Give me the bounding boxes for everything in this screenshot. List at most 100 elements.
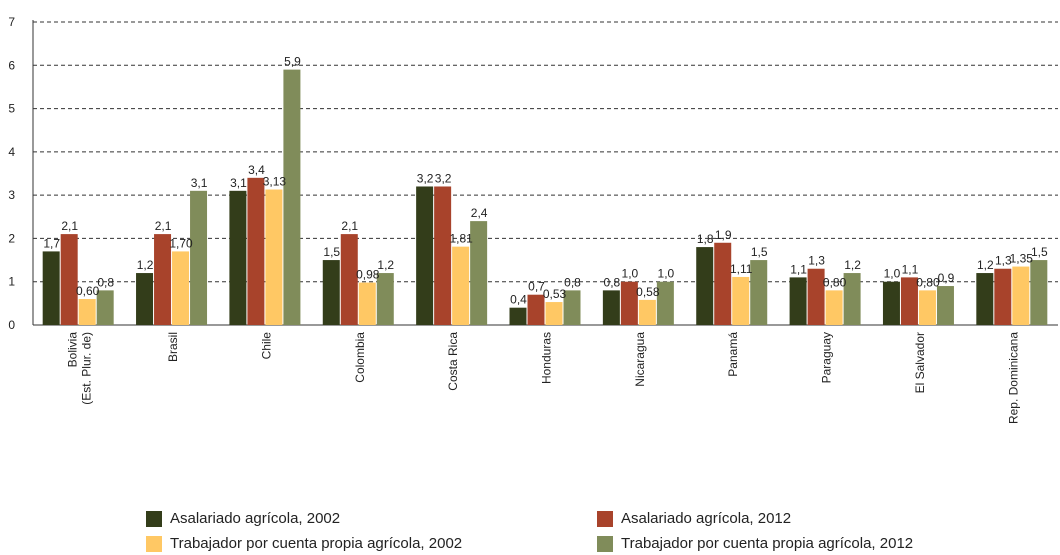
legend-label: Asalariado agrícola, 2002: [170, 510, 341, 527]
bar: [322, 260, 340, 325]
data-label: 1,11: [730, 262, 753, 276]
bar: [470, 221, 488, 325]
data-label: 1,8: [697, 232, 714, 246]
bar: [789, 277, 807, 325]
bar: [732, 276, 750, 325]
bar: [1012, 266, 1030, 325]
x-tick-label: Paraguay: [820, 332, 834, 383]
bar: [620, 281, 638, 325]
data-label: 0,98: [356, 268, 380, 282]
bar: [376, 273, 394, 325]
legend-label: Trabajador por cuenta propia agrícola, 2…: [621, 535, 914, 552]
y-tick-label: 3: [8, 188, 15, 202]
bar: [936, 286, 954, 325]
y-tick-label: 2: [8, 231, 15, 245]
data-label: 1,81: [449, 232, 473, 246]
data-label: 1,2: [844, 258, 861, 272]
bar: [563, 290, 581, 325]
data-label: 3,4: [248, 163, 265, 177]
legend-label: Trabajador por cuenta propia agrícola, 2…: [170, 535, 463, 552]
y-tick-label: 6: [8, 58, 15, 72]
bar: [283, 69, 301, 325]
data-label: 5,9: [284, 55, 301, 69]
legend-item-series-4: Trabajador por cuenta propia agrícola, 2…: [597, 535, 913, 552]
data-label: 1,2: [377, 258, 394, 272]
data-labels: 1,72,10,600,81,22,11,703,1 3,13,43,135,91…: [43, 55, 1048, 307]
bar: [190, 190, 208, 325]
data-label: 1,3: [808, 254, 825, 268]
data-label: 0,60: [76, 284, 100, 298]
data-label: 0,4: [510, 293, 527, 307]
data-label: 1,0: [658, 267, 675, 281]
bar: [78, 299, 96, 325]
y-tick-label: 0: [8, 318, 15, 332]
legend: Asalariado agrícola, 2002 Asalariado agr…: [0, 505, 1060, 555]
x-tick-label: Rep. Dominicana: [1006, 332, 1020, 424]
x-tick-label: Colombia: [353, 332, 367, 383]
legend-item-series-2: Asalariado agrícola, 2012: [597, 510, 791, 527]
data-label: 0,8: [97, 275, 114, 289]
y-tick-label: 7: [8, 15, 15, 29]
bar: [229, 190, 247, 325]
data-label: 0,8: [604, 275, 621, 289]
x-tick-label: Honduras: [540, 332, 554, 384]
bar: [602, 290, 620, 325]
data-label: 1,1: [902, 262, 919, 276]
bar: [265, 189, 283, 325]
bar: [638, 299, 656, 325]
legend-item-series-1: Asalariado agrícola, 2002: [146, 510, 340, 527]
data-label: 3,1: [230, 176, 247, 190]
data-label: 1,7: [43, 236, 60, 250]
data-label: 0,80: [823, 275, 847, 289]
bar: [976, 273, 994, 325]
bar: [509, 307, 527, 325]
x-tick-label: Panamá: [726, 332, 740, 377]
data-label: 1,5: [751, 245, 768, 259]
data-label: 1,5: [1031, 245, 1048, 259]
data-label: 3,1: [191, 176, 208, 190]
legend-label: Asalariado agrícola, 2012: [621, 510, 792, 527]
bars: [42, 69, 1048, 325]
data-label: 1,5: [323, 245, 340, 259]
y-tick-label: 5: [8, 102, 15, 116]
x-tick-label: Nicaragua: [633, 332, 647, 387]
data-label: 1,9: [715, 228, 732, 242]
bar: [154, 234, 172, 325]
bar: [994, 268, 1012, 325]
bar: [96, 290, 114, 325]
data-label: 0,80: [916, 275, 940, 289]
bar: [714, 242, 732, 325]
data-label: 3,2: [417, 171, 434, 185]
bar: [358, 282, 376, 325]
data-label: 2,1: [61, 219, 78, 233]
bar: [416, 186, 434, 325]
data-label: 1,2: [977, 258, 994, 272]
bar: [434, 186, 452, 325]
bar: [1030, 260, 1048, 325]
bar: [843, 273, 861, 325]
bar: [900, 277, 918, 325]
data-label: 0,9: [938, 271, 955, 285]
data-label: 1,2: [137, 258, 154, 272]
x-tick-label: Brasil: [166, 332, 180, 362]
bar: [825, 290, 843, 325]
x-tick-label: Costa Rica: [446, 332, 460, 391]
y-tick-label: 1: [8, 275, 15, 289]
bar: [807, 268, 825, 325]
data-label: 1,3: [995, 254, 1012, 268]
x-tick-label: (Est. Plur. de): [80, 332, 94, 405]
data-label: 1,70: [169, 236, 193, 250]
bar: [60, 234, 78, 325]
data-label: 2,1: [341, 219, 358, 233]
legend-swatch: [146, 535, 162, 552]
legend-swatch: [597, 510, 613, 527]
bar: [918, 290, 936, 325]
bar: [656, 281, 674, 325]
legend-swatch: [597, 535, 613, 552]
x-axis-labels: Bolivia (Est. Plur. de) Brasil Chile Colombi…: [66, 332, 1021, 424]
legend-item-series-3: Trabajador por cuenta propia agrícola, 2…: [146, 535, 462, 552]
x-tick-label: Chile: [259, 332, 273, 360]
bar: [696, 247, 714, 325]
data-label: 1,0: [884, 267, 901, 281]
